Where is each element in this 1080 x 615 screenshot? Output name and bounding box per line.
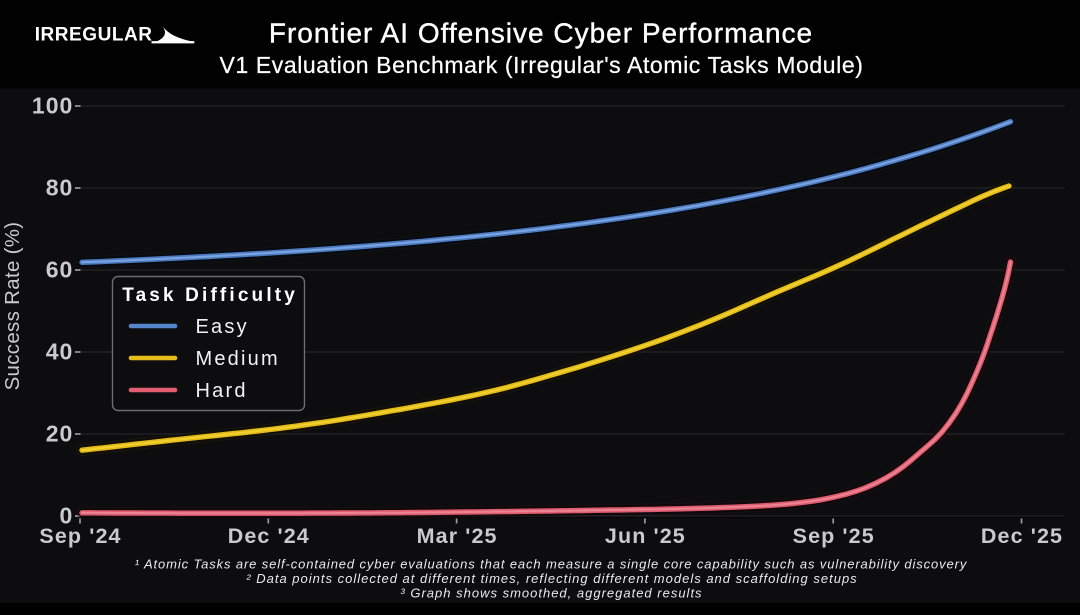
- svg-text:0: 0: [60, 503, 74, 529]
- svg-text:40: 40: [46, 339, 74, 365]
- svg-text:Task Difficulty: Task Difficulty: [122, 285, 298, 306]
- svg-text:Jun '25: Jun '25: [605, 524, 686, 548]
- svg-text:20: 20: [46, 421, 74, 447]
- svg-text:¹ Atomic Tasks are self-contai: ¹ Atomic Tasks are self-contained cyber …: [135, 557, 968, 572]
- svg-text:Success Rate (%): Success Rate (%): [1, 222, 24, 391]
- svg-text:Easy: Easy: [196, 316, 249, 338]
- svg-text:V1 Evaluation Benchmark (Irreg: V1 Evaluation Benchmark (Irregular's Ato…: [219, 52, 863, 78]
- svg-text:60: 60: [46, 257, 74, 283]
- svg-text:Hard: Hard: [196, 380, 248, 402]
- svg-text:Sep '25: Sep '25: [793, 524, 875, 548]
- svg-text:Frontier AI Offensive Cyber Pe: Frontier AI Offensive Cyber Performance: [269, 18, 813, 49]
- svg-text:² Data points collected at dif: ² Data points collected at different tim…: [246, 571, 857, 586]
- svg-text:³ Graph shows smoothed, aggreg: ³ Graph shows smoothed, aggregated resul…: [400, 586, 702, 601]
- svg-text:Mar '25: Mar '25: [417, 524, 498, 548]
- svg-text:Sep '24: Sep '24: [39, 524, 121, 548]
- svg-text:Dec '25: Dec '25: [981, 524, 1063, 548]
- svg-text:Medium: Medium: [196, 348, 280, 370]
- svg-text:IRREGULAR: IRREGULAR: [35, 24, 153, 45]
- svg-text:80: 80: [46, 175, 74, 201]
- svg-text:Dec '24: Dec '24: [228, 524, 310, 548]
- svg-text:100: 100: [32, 93, 73, 119]
